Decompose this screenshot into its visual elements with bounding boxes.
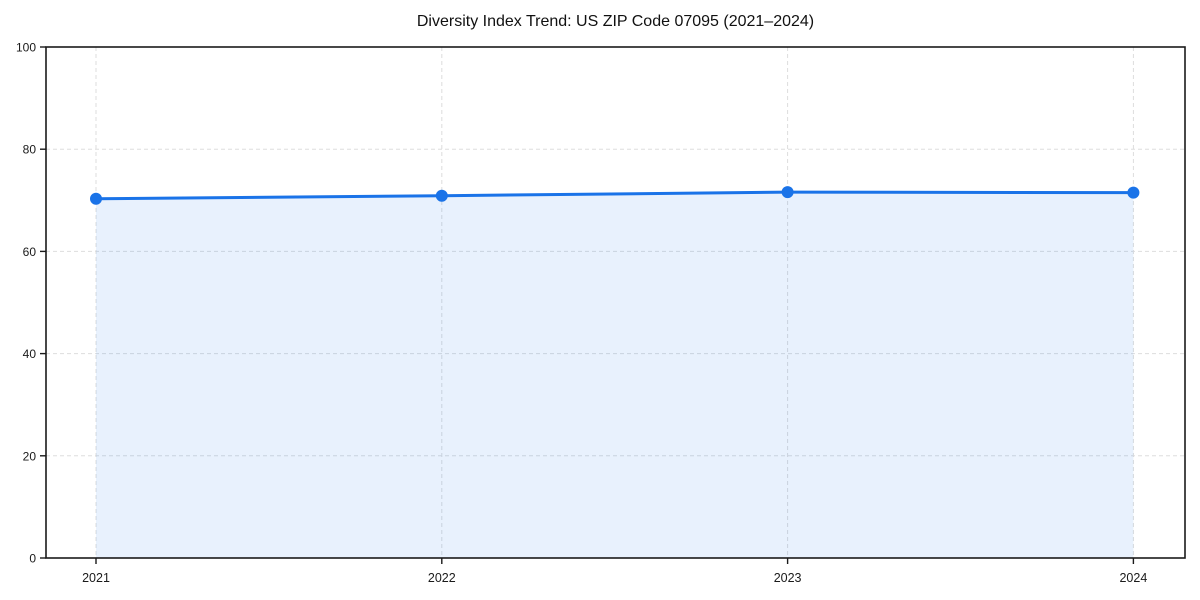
chart-title: Diversity Index Trend: US ZIP Code 07095… — [416, 13, 815, 30]
y-tick-label: 40 — [23, 347, 37, 361]
plot-border — [45, 46, 1186, 559]
trend-line — [94, 190, 1135, 201]
x-tick-label: 2021 — [82, 571, 110, 585]
x-tick-label: 2023 — [774, 571, 802, 585]
data-point-2024 — [1127, 186, 1140, 199]
y-tick-label: 20 — [23, 449, 37, 463]
x-tick-label: 2022 — [428, 571, 456, 585]
y-tick-label: 80 — [23, 143, 37, 157]
data-point-2023 — [781, 186, 794, 199]
y-tick-label: 60 — [23, 245, 37, 259]
x-tick-label: 2024 — [1119, 571, 1147, 585]
area-fill — [96, 192, 1134, 558]
data-point-2022 — [435, 189, 448, 202]
y-tick-label: 0 — [29, 552, 36, 566]
y-tick-label: 100 — [16, 41, 36, 55]
data-point-2021 — [90, 192, 102, 205]
